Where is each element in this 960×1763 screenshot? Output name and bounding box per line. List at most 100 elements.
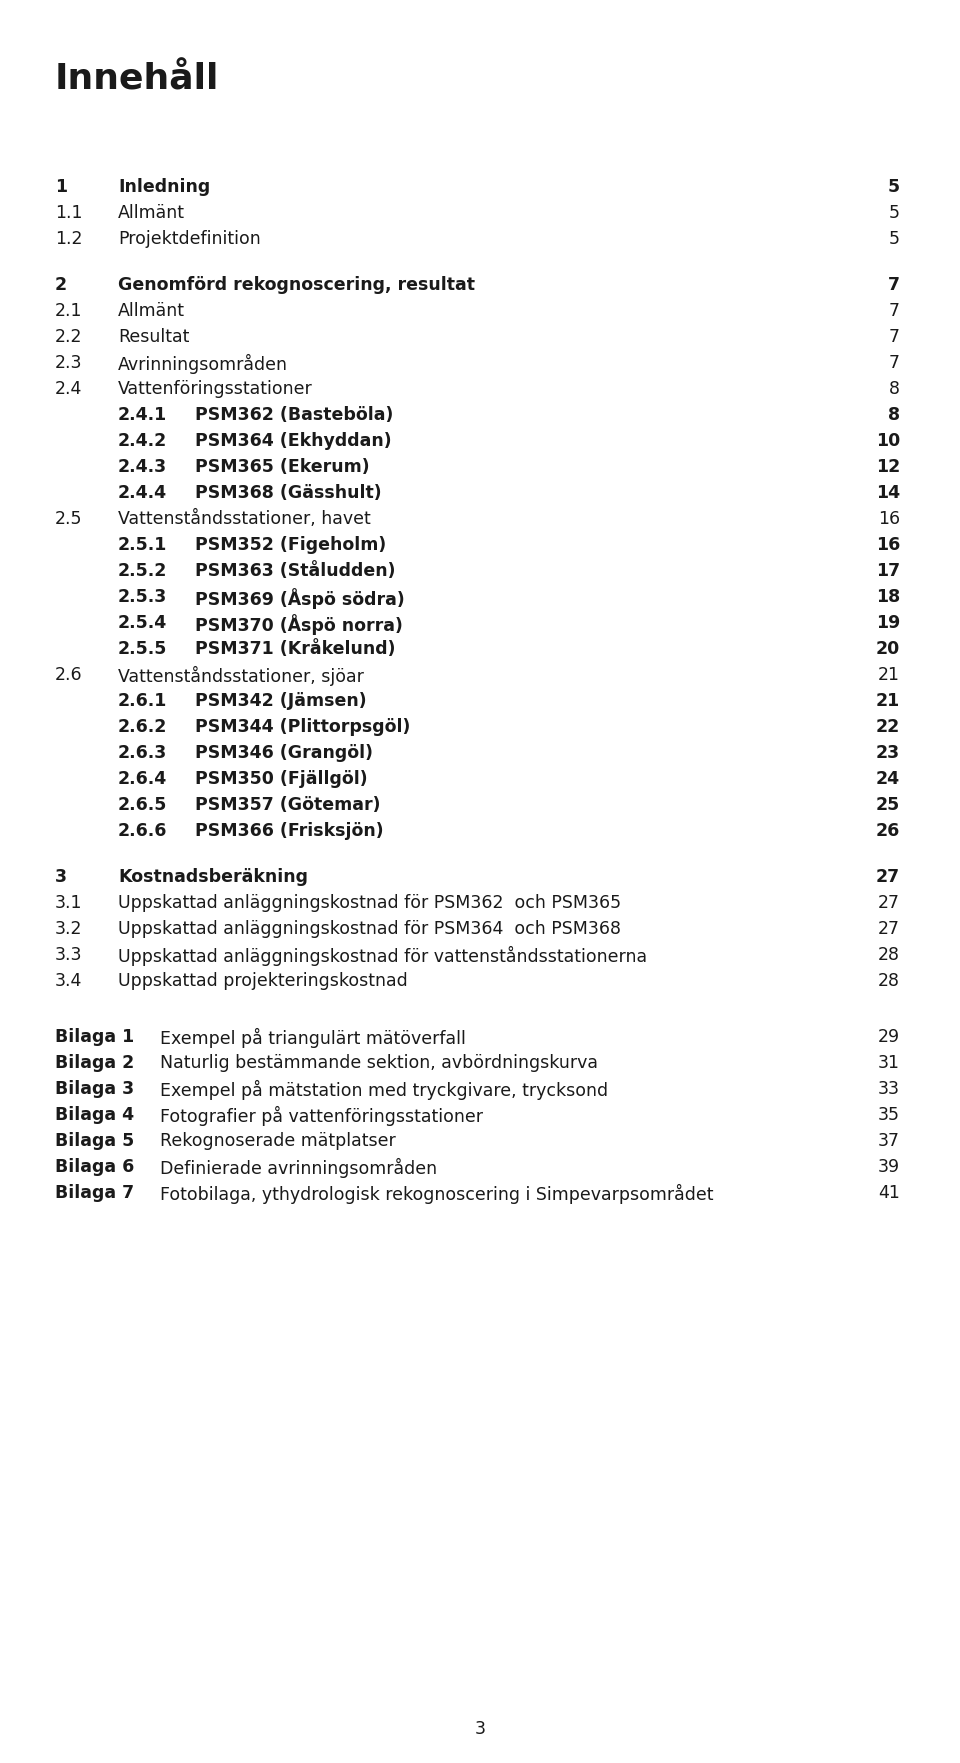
Text: 2.5.5: 2.5.5 [118,640,167,658]
Text: Bilaga 7: Bilaga 7 [55,1185,134,1202]
Text: 2.3: 2.3 [55,354,83,372]
Text: 22: 22 [876,718,900,735]
Text: 1.1: 1.1 [55,205,83,222]
Text: Uppskattad anläggningskostnad för PSM364  och PSM368: Uppskattad anläggningskostnad för PSM364… [118,920,621,938]
Text: Avrinningsområden: Avrinningsområden [118,354,288,374]
Text: PSM371 (Kråkelund): PSM371 (Kråkelund) [195,640,396,658]
Text: 2.1: 2.1 [55,301,83,321]
Text: 2.6: 2.6 [55,666,83,684]
Text: 25: 25 [876,797,900,815]
Text: 2.5.4: 2.5.4 [118,614,167,631]
Text: 31: 31 [878,1054,900,1072]
Text: Definierade avrinningsområden: Definierade avrinningsområden [160,1158,437,1178]
Text: 21: 21 [876,693,900,710]
Text: PSM370 (Åspö norra): PSM370 (Åspö norra) [195,614,403,635]
Text: 29: 29 [877,1028,900,1045]
Text: Exempel på mätstation med tryckgivare, trycksond: Exempel på mätstation med tryckgivare, t… [160,1081,608,1100]
Text: 39: 39 [877,1158,900,1176]
Text: Bilaga 1: Bilaga 1 [55,1028,134,1045]
Text: PSM357 (Götemar): PSM357 (Götemar) [195,797,380,815]
Text: 3.1: 3.1 [55,894,83,911]
Text: PSM369 (Åspö södra): PSM369 (Åspö södra) [195,589,405,608]
Text: 26: 26 [876,822,900,839]
Text: 7: 7 [888,277,900,294]
Text: PSM368 (Gässhult): PSM368 (Gässhult) [195,485,382,502]
Text: 19: 19 [876,614,900,631]
Text: Bilaga 5: Bilaga 5 [55,1132,134,1149]
Text: 1: 1 [55,178,67,196]
Text: 33: 33 [878,1081,900,1098]
Text: Uppskattad projekteringskostnad: Uppskattad projekteringskostnad [118,971,408,991]
Text: 2.6.4: 2.6.4 [118,770,167,788]
Text: Projektdefinition: Projektdefinition [118,229,261,249]
Text: 2.4.1: 2.4.1 [118,405,167,423]
Text: 27: 27 [878,894,900,911]
Text: Bilaga 2: Bilaga 2 [55,1054,134,1072]
Text: 3.4: 3.4 [55,971,83,991]
Text: 3: 3 [55,867,67,887]
Text: 2.4.2: 2.4.2 [118,432,167,450]
Text: PSM346 (Grangöl): PSM346 (Grangöl) [195,744,373,762]
Text: 12: 12 [876,458,900,476]
Text: PSM365 (Ekerum): PSM365 (Ekerum) [195,458,370,476]
Text: 27: 27 [878,920,900,938]
Text: 2.5.3: 2.5.3 [118,589,167,606]
Text: Vattenståndsstationer, havet: Vattenståndsstationer, havet [118,510,371,529]
Text: Vattenföringsstationer: Vattenföringsstationer [118,381,313,398]
Text: 28: 28 [878,947,900,964]
Text: 3.2: 3.2 [55,920,83,938]
Text: 7: 7 [889,354,900,372]
Text: 5: 5 [889,229,900,249]
Text: 2.4: 2.4 [55,381,83,398]
Text: PSM342 (Jämsen): PSM342 (Jämsen) [195,693,367,710]
Text: 24: 24 [876,770,900,788]
Text: 23: 23 [876,744,900,762]
Text: 3: 3 [474,1721,486,1738]
Text: 5: 5 [889,205,900,222]
Text: 16: 16 [876,536,900,554]
Text: Bilaga 4: Bilaga 4 [55,1105,134,1125]
Text: PSM363 (Ståludden): PSM363 (Ståludden) [195,562,396,580]
Text: 14: 14 [876,485,900,502]
Text: 2.4.3: 2.4.3 [118,458,167,476]
Text: Resultat: Resultat [118,328,189,346]
Text: 41: 41 [878,1185,900,1202]
Text: Inledning: Inledning [118,178,210,196]
Text: 2.6.3: 2.6.3 [118,744,167,762]
Text: 21: 21 [878,666,900,684]
Text: 2.6.6: 2.6.6 [118,822,167,839]
Text: 2.4.4: 2.4.4 [118,485,167,502]
Text: Allmänt: Allmänt [118,301,185,321]
Text: 17: 17 [876,562,900,580]
Text: Vattenståndsstationer, sjöar: Vattenståndsstationer, sjöar [118,666,364,686]
Text: 2.5.2: 2.5.2 [118,562,167,580]
Text: 37: 37 [878,1132,900,1149]
Text: 20: 20 [876,640,900,658]
Text: 2.2: 2.2 [55,328,83,346]
Text: 18: 18 [876,589,900,606]
Text: Rekognoserade mätplatser: Rekognoserade mätplatser [160,1132,396,1149]
Text: Uppskattad anläggningskostnad för PSM362  och PSM365: Uppskattad anläggningskostnad för PSM362… [118,894,621,911]
Text: 28: 28 [878,971,900,991]
Text: 5: 5 [888,178,900,196]
Text: 10: 10 [876,432,900,450]
Text: Allmänt: Allmänt [118,205,185,222]
Text: 8: 8 [889,381,900,398]
Text: Exempel på triangulärt mätöverfall: Exempel på triangulärt mätöverfall [160,1028,466,1047]
Text: 7: 7 [889,328,900,346]
Text: Bilaga 3: Bilaga 3 [55,1081,134,1098]
Text: PSM362 (Basteböla): PSM362 (Basteböla) [195,405,394,423]
Text: Innehåll: Innehåll [55,62,220,95]
Text: PSM366 (Frisksjön): PSM366 (Frisksjön) [195,822,384,839]
Text: 2: 2 [55,277,67,294]
Text: Fotobilaga, ythydrologisk rekognoscering i Simpevarpsområdet: Fotobilaga, ythydrologisk rekognoscering… [160,1185,713,1204]
Text: 2.6.5: 2.6.5 [118,797,167,815]
Text: Uppskattad anläggningskostnad för vattenståndsstationerna: Uppskattad anläggningskostnad för vatten… [118,947,647,966]
Text: Kostnadsberäkning: Kostnadsberäkning [118,867,308,887]
Text: Bilaga 6: Bilaga 6 [55,1158,134,1176]
Text: PSM350 (Fjällgöl): PSM350 (Fjällgöl) [195,770,368,788]
Text: Genomförd rekognoscering, resultat: Genomförd rekognoscering, resultat [118,277,475,294]
Text: Fotografier på vattenföringsstationer: Fotografier på vattenföringsstationer [160,1105,483,1127]
Text: 2.5.1: 2.5.1 [118,536,167,554]
Text: 2.6.2: 2.6.2 [118,718,167,735]
